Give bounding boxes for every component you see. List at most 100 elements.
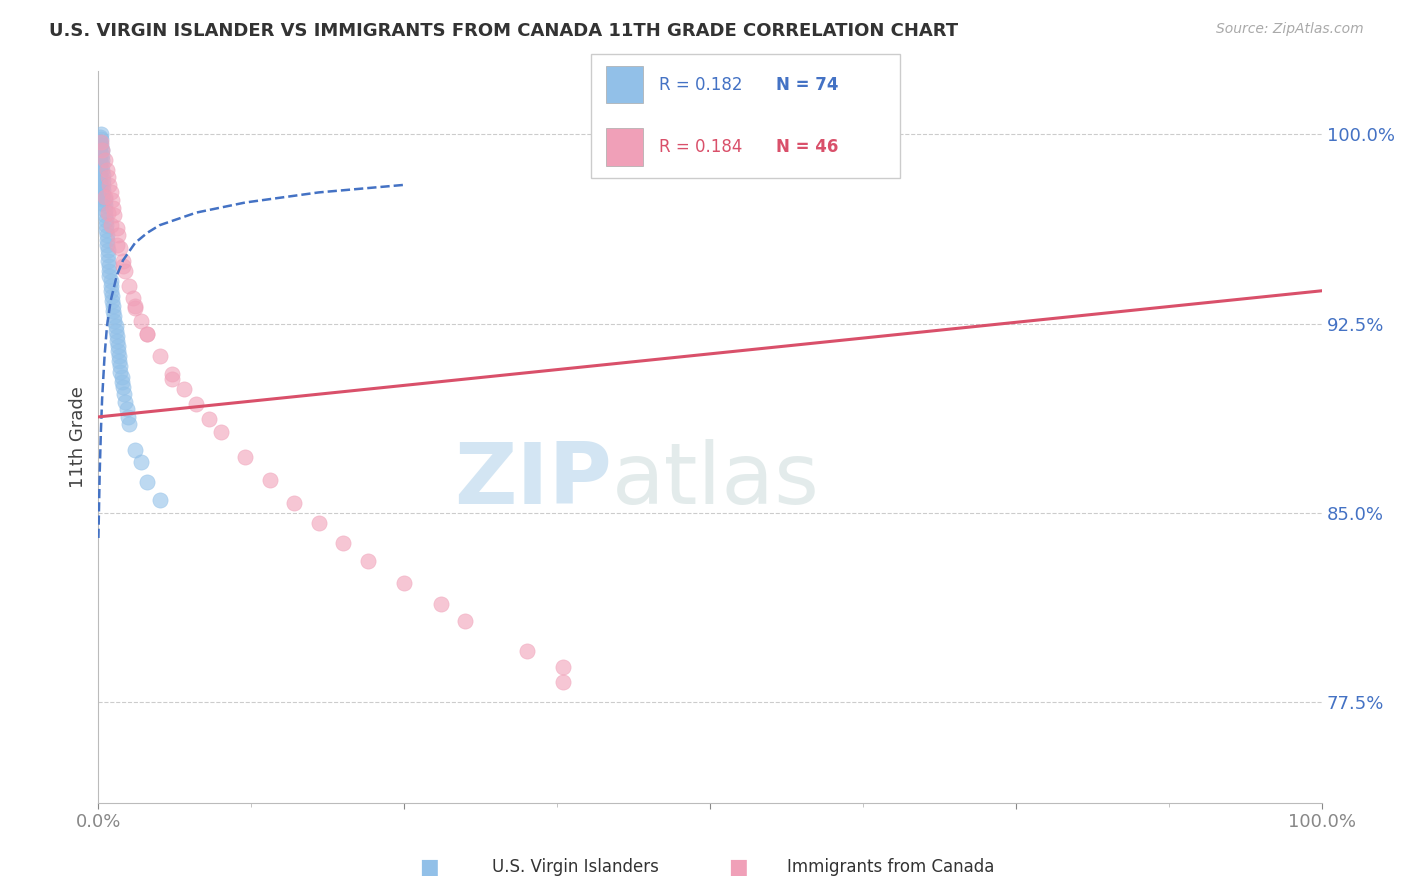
Point: [104, 319, 127, 334]
Point: [197, 412, 219, 426]
Point: [89, 145, 111, 159]
Point: [118, 278, 141, 293]
Text: U.S. Virgin Islanders: U.S. Virgin Islanders: [492, 858, 659, 876]
Point: [117, 409, 139, 424]
Point: [91, 168, 114, 182]
Point: [430, 597, 453, 611]
Point: [136, 475, 159, 490]
Point: [110, 359, 132, 374]
Point: [108, 354, 131, 368]
Point: [90, 137, 112, 152]
Point: [90, 135, 112, 149]
Point: [107, 339, 129, 353]
Point: [101, 201, 124, 215]
Point: [93, 190, 115, 204]
Point: [332, 536, 354, 550]
Point: [90, 132, 112, 146]
Point: [136, 326, 159, 341]
Point: [136, 326, 159, 341]
Point: [96, 162, 118, 177]
Point: [115, 402, 138, 417]
Point: [101, 304, 124, 318]
Point: [98, 259, 121, 273]
Point: [100, 218, 122, 232]
Point: [110, 241, 132, 255]
Text: N = 46: N = 46: [776, 138, 838, 156]
Text: U.S. VIRGIN ISLANDER VS IMMIGRANTS FROM CANADA 11TH GRADE CORRELATION CHART: U.S. VIRGIN ISLANDER VS IMMIGRANTS FROM …: [49, 22, 959, 40]
Point: [124, 299, 146, 313]
Point: [149, 493, 172, 508]
Point: [89, 135, 111, 149]
Text: R = 0.182: R = 0.182: [658, 76, 742, 94]
Point: [97, 244, 120, 258]
Point: [111, 375, 134, 389]
Point: [97, 248, 120, 262]
Point: [96, 228, 118, 243]
Point: [89, 165, 111, 179]
Point: [94, 223, 117, 237]
Point: [89, 140, 111, 154]
Point: [129, 455, 152, 469]
Point: [90, 186, 112, 200]
Point: [101, 299, 124, 313]
Point: [98, 268, 121, 283]
Point: [105, 220, 128, 235]
Point: [104, 324, 127, 338]
Point: [90, 180, 112, 194]
Point: [91, 183, 114, 197]
Point: [553, 659, 575, 673]
Text: atlas: atlas: [612, 440, 820, 523]
Point: [121, 291, 143, 305]
Point: [89, 160, 111, 174]
Point: [209, 425, 232, 439]
Point: [111, 369, 134, 384]
Point: [91, 173, 114, 187]
Text: Source: ZipAtlas.com: Source: ZipAtlas.com: [1216, 22, 1364, 37]
Point: [114, 394, 136, 409]
Point: [356, 554, 378, 568]
Point: [101, 289, 124, 303]
Point: [93, 193, 115, 207]
Point: [160, 367, 183, 381]
Text: ■: ■: [419, 857, 439, 877]
Point: [553, 674, 575, 689]
Text: ZIP: ZIP: [454, 440, 612, 523]
Point: [112, 387, 135, 401]
Point: [454, 614, 477, 628]
Point: [91, 195, 114, 210]
Point: [105, 334, 128, 349]
Text: ■: ■: [728, 857, 748, 877]
Point: [93, 203, 115, 218]
Point: [93, 153, 115, 167]
Point: [110, 364, 132, 378]
Point: [101, 293, 124, 308]
Point: [103, 309, 125, 323]
Point: [173, 382, 195, 396]
Point: [283, 496, 305, 510]
Point: [105, 329, 128, 343]
Point: [93, 208, 115, 222]
Point: [392, 576, 416, 591]
Point: [89, 130, 111, 145]
Point: [124, 301, 146, 316]
Point: [111, 259, 134, 273]
Point: [91, 147, 114, 161]
Point: [103, 208, 125, 222]
Point: [100, 274, 122, 288]
Point: [93, 198, 115, 212]
Point: [96, 233, 118, 247]
Point: [233, 450, 256, 465]
Point: [90, 128, 112, 142]
Point: [111, 253, 134, 268]
Point: [97, 253, 120, 268]
FancyBboxPatch shape: [606, 66, 643, 103]
Point: [91, 158, 114, 172]
Point: [114, 263, 136, 277]
Point: [160, 372, 183, 386]
Point: [89, 150, 111, 164]
Point: [91, 162, 114, 177]
Point: [91, 143, 114, 157]
Point: [98, 263, 121, 277]
Point: [259, 473, 281, 487]
Point: [149, 350, 172, 364]
